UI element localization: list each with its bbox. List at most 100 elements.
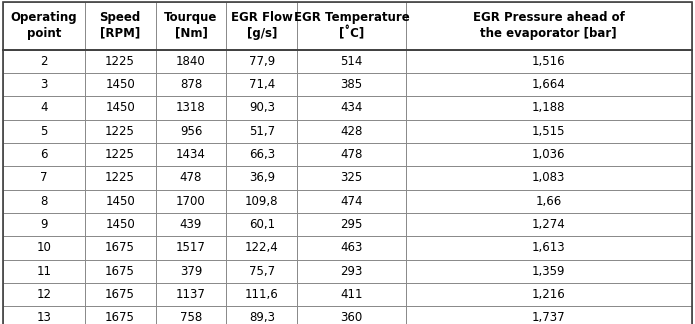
Bar [227,96,297,120]
Text: 325: 325 [341,171,363,184]
Text: 478: 478 [341,148,363,161]
Text: 1675: 1675 [105,265,135,278]
Bar [297,2,406,50]
Bar [3,120,85,143]
Bar [406,2,692,50]
Text: 360: 360 [341,311,363,324]
Text: 474: 474 [341,195,363,208]
Text: 10: 10 [37,241,51,254]
Bar [156,120,227,143]
Text: 8: 8 [40,195,48,208]
Bar [156,73,227,96]
Text: 122,4: 122,4 [245,241,279,254]
Text: 878: 878 [180,78,202,91]
Text: 66,3: 66,3 [249,148,275,161]
Bar [227,73,297,96]
Bar [227,213,297,236]
Bar [297,306,406,324]
Bar [227,260,297,283]
Bar [156,50,227,73]
Bar [3,236,85,260]
Text: Operating
point: Operating point [10,11,77,40]
Bar [297,50,406,73]
Text: 1450: 1450 [105,195,135,208]
Bar [227,283,297,306]
Bar [3,96,85,120]
Bar [297,283,406,306]
Text: 1,359: 1,359 [532,265,566,278]
Bar [156,96,227,120]
Bar [227,236,297,260]
Text: 379: 379 [180,265,202,278]
Text: EGR Flow
[g/s]: EGR Flow [g/s] [231,11,293,40]
Text: 4: 4 [40,101,48,114]
Bar [3,306,85,324]
Bar [297,236,406,260]
Bar [85,213,156,236]
Text: 6: 6 [40,148,48,161]
Text: 1450: 1450 [105,78,135,91]
Text: 13: 13 [37,311,51,324]
Bar [156,190,227,213]
Text: 1675: 1675 [105,241,135,254]
Text: 12: 12 [37,288,51,301]
Bar [406,236,692,260]
Text: 7: 7 [40,171,48,184]
Bar [3,283,85,306]
Text: 90,3: 90,3 [249,101,275,114]
Bar [85,236,156,260]
Bar [156,306,227,324]
Text: EGR Pressure ahead of
the evaporator [bar]: EGR Pressure ahead of the evaporator [ba… [473,11,625,40]
Text: 1225: 1225 [105,148,135,161]
Bar [297,213,406,236]
Text: 1,274: 1,274 [532,218,566,231]
Text: 1137: 1137 [176,288,206,301]
Text: 463: 463 [341,241,363,254]
Bar [3,2,85,50]
Text: 1,515: 1,515 [532,125,566,138]
Bar [85,73,156,96]
Text: 295: 295 [341,218,363,231]
Bar [156,166,227,190]
Text: 411: 411 [341,288,363,301]
Bar [3,143,85,166]
Bar [156,143,227,166]
Bar [406,283,692,306]
Bar [156,213,227,236]
Text: 385: 385 [341,78,363,91]
Text: 1,664: 1,664 [532,78,566,91]
Text: 1,516: 1,516 [532,55,566,68]
Bar [85,190,156,213]
Bar [227,120,297,143]
Text: 956: 956 [180,125,202,138]
Bar [156,260,227,283]
Bar [85,96,156,120]
Bar [297,260,406,283]
Text: 1225: 1225 [105,55,135,68]
Text: 1318: 1318 [176,101,206,114]
Text: 36,9: 36,9 [249,171,275,184]
Bar [156,2,227,50]
Bar [406,143,692,166]
Text: 3: 3 [40,78,48,91]
Bar [406,166,692,190]
Text: 89,3: 89,3 [249,311,275,324]
Text: Tourque
[Nm]: Tourque [Nm] [164,11,218,40]
Bar [227,190,297,213]
Bar [297,73,406,96]
Text: 1,66: 1,66 [536,195,562,208]
Bar [3,166,85,190]
Text: 1450: 1450 [105,101,135,114]
Bar [156,236,227,260]
Text: 514: 514 [341,55,363,68]
Text: 758: 758 [180,311,202,324]
Bar [227,143,297,166]
Text: 428: 428 [341,125,363,138]
Text: 60,1: 60,1 [249,218,275,231]
Bar [406,213,692,236]
Bar [227,2,297,50]
Text: 1,216: 1,216 [532,288,566,301]
Text: 1225: 1225 [105,171,135,184]
Bar [406,190,692,213]
Text: EGR Temperature
[˚C]: EGR Temperature [˚C] [294,11,409,40]
